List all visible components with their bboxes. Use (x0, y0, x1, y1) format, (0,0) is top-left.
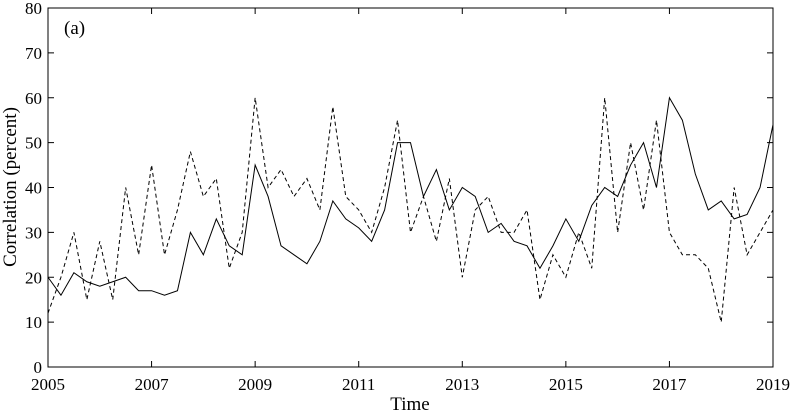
x-tick-label: 2015 (549, 375, 583, 394)
x-tick-label: 2011 (342, 375, 375, 394)
annotation: (a) (64, 18, 85, 39)
line-series (47, 96, 774, 297)
x-tick-label: 2017 (652, 375, 687, 394)
x-tick-label: 2009 (238, 375, 272, 394)
x-tick-label: 2007 (135, 375, 170, 394)
y-tick-label: 20 (25, 268, 42, 287)
x-tick-label: 2005 (31, 375, 65, 394)
x-axis-label: Time (390, 394, 429, 415)
line-series (47, 97, 774, 323)
y-tick-label: 80 (25, 0, 42, 18)
y-tick-label: 70 (25, 44, 42, 63)
y-tick-label: 40 (25, 179, 42, 198)
y-tick-label: 50 (25, 134, 42, 153)
y-tick-label: 30 (25, 223, 42, 242)
x-tick-label: 2019 (756, 375, 790, 394)
y-tick-label: 0 (34, 358, 43, 377)
y-axis-label: Correlation (percent) (0, 107, 21, 267)
y-tick-label: 60 (25, 89, 42, 108)
y-tick-label: 10 (25, 313, 42, 332)
x-tick-label: 2013 (445, 375, 479, 394)
